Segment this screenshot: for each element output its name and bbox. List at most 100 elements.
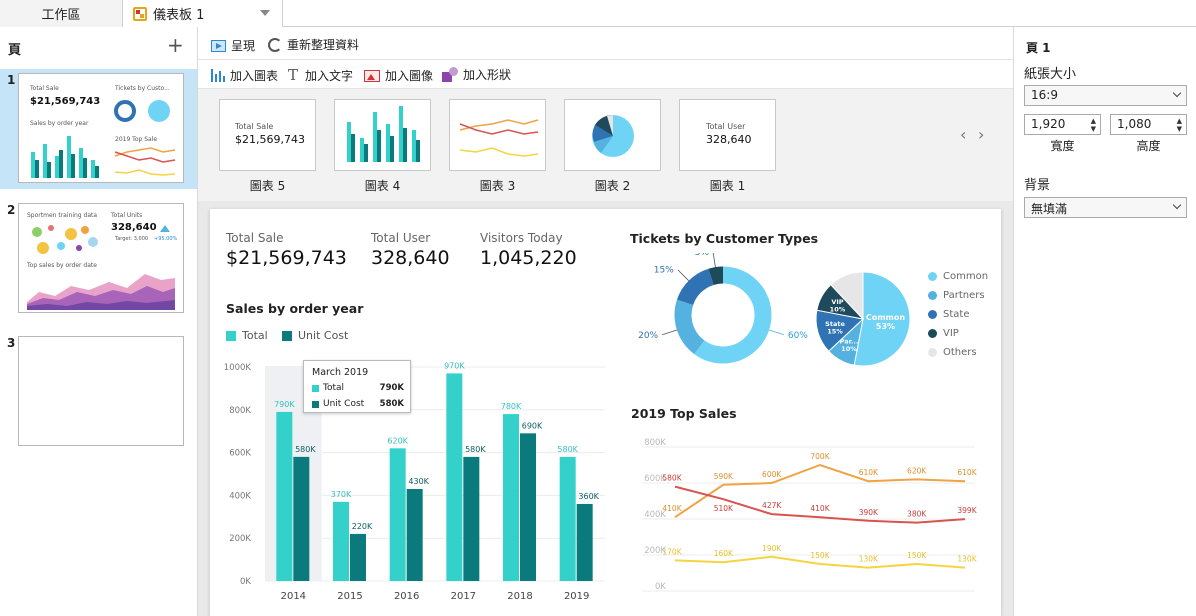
add-image-label: 加入圖像 [385, 69, 434, 83]
bar-total[interactable] [333, 501, 349, 581]
gallery-card-1[interactable]: Total User 328,640 [679, 99, 776, 171]
page-item-2[interactable]: 2 Sportmen training data Total Units 328… [0, 199, 197, 319]
width-label: 寬度 [1050, 139, 1075, 153]
add-page-button[interactable]: + [167, 33, 184, 57]
gallery-label-1: 圖表 1 [709, 179, 746, 193]
pie-slice[interactable] [853, 271, 911, 367]
donut-slice[interactable] [674, 266, 772, 364]
y-tick-label: 400K [229, 491, 251, 501]
donut-leader-line [662, 329, 677, 336]
shape-icon [442, 67, 458, 82]
donut-slice[interactable] [674, 266, 772, 364]
width-input[interactable]: 1,920 ▲ ▼ [1024, 114, 1101, 135]
bar-unit-cost[interactable] [406, 488, 423, 581]
legend-dot-others [928, 348, 937, 357]
bar-total[interactable] [503, 414, 519, 581]
y-tick-label: 1000K [224, 363, 252, 373]
kpi-total-user-label: Total User [371, 231, 431, 245]
add-shape-button[interactable]: 加入形狀 [442, 66, 511, 83]
bar-total[interactable] [389, 448, 406, 581]
bar-unit-cost[interactable] [350, 533, 366, 581]
line-series[interactable] [674, 485, 966, 524]
pie-legend-vip[interactable]: VIP [928, 328, 959, 339]
properties-title: 頁 1 [1026, 41, 1051, 55]
line-data-label: 620K [907, 466, 927, 475]
page-thumbnail-2[interactable]: Sportmen training data Total Units 328,6… [18, 203, 184, 313]
legend-label-others: Others [943, 347, 977, 358]
tab-workspace[interactable]: 工作區 [0, 0, 123, 27]
legend-dot-state [928, 310, 937, 319]
gallery-card-5[interactable]: Total Sale $21,569,743 [219, 99, 316, 171]
bar-data-label: 430K [408, 477, 429, 486]
gallery-card-2[interactable] [564, 99, 661, 171]
bar-data-label: 580K [557, 445, 578, 454]
add-chart-button[interactable]: 加入圖表 [211, 67, 278, 84]
pie-legend-partners[interactable]: Partners [928, 290, 985, 301]
bar-total[interactable] [276, 411, 293, 581]
stepper-arrows-icon[interactable]: ▲ ▼ [1090, 117, 1096, 133]
x-tick-label: 2016 [394, 591, 419, 602]
line-data-label: 150K [810, 551, 830, 560]
pie-legend-common[interactable]: Common [928, 271, 988, 282]
bar-data-label: 220K [352, 522, 373, 531]
add-image-button[interactable]: 加入圖像 [364, 67, 433, 84]
chevron-down-icon[interactable] [260, 10, 270, 16]
line-series[interactable] [674, 463, 966, 519]
legend-label-state: State [943, 309, 970, 320]
dashboard-canvas[interactable]: Total Sale $21,569,743 Total User 328,64… [210, 209, 1001, 616]
present-button[interactable]: 呈現 [211, 37, 255, 54]
line-data-label: 170K [662, 547, 682, 556]
donut-leader-line [712, 253, 716, 268]
line-data-label: 610K [859, 468, 879, 477]
gallery-prev-button[interactable]: ‹ [960, 125, 967, 144]
paper-size-select[interactable]: 16:9 [1024, 85, 1187, 106]
gallery-next-button[interactable]: › [978, 125, 985, 144]
add-chart-label: 加入圖表 [230, 69, 279, 83]
line-data-label: 590K [714, 472, 734, 481]
bar-legend-unit-cost[interactable]: Unit Cost [282, 329, 348, 342]
tab-dashboard[interactable]: 儀表板 1 [123, 0, 283, 27]
x-tick-label: 2017 [451, 591, 476, 602]
height-input[interactable]: 1,080 ▲ ▼ [1110, 114, 1187, 135]
line-data-label: 130K [957, 555, 977, 564]
bar-tooltip: March 2019 Total 790K Unit Cost 580K [303, 360, 411, 413]
gallery-kpi-value: $21,569,743 [235, 133, 305, 146]
page-item-1[interactable]: 1 Total Sale $21,569,743 Tickets by Cust… [0, 69, 197, 189]
stepper-arrows-icon[interactable]: ▲ ▼ [1176, 117, 1182, 133]
pie-legend-others[interactable]: Others [928, 347, 977, 358]
gallery-label-4: 圖表 4 [364, 179, 401, 193]
gallery-label-3: 圖表 3 [479, 179, 516, 193]
add-shape-label: 加入形狀 [463, 68, 512, 82]
gallery-bar-chart [347, 106, 420, 162]
pie-legend-state[interactable]: State [928, 309, 969, 320]
thumb-total-sale-value: $21,569,743 [30, 96, 101, 107]
background-label: 背景 [1024, 178, 1051, 193]
bar-unit-cost[interactable] [576, 503, 593, 581]
bar-total[interactable] [446, 373, 463, 581]
page-thumbnail-3[interactable] [18, 336, 184, 446]
line-series[interactable] [674, 555, 966, 569]
bar-unit-cost[interactable] [463, 456, 480, 581]
page-thumbnail-1[interactable]: Total Sale $21,569,743 Tickets by Custo.… [18, 73, 184, 183]
line-chart: 0K 200K 400K 600K 800K 410K 590K 600K 700K 610K 62… [642, 438, 978, 592]
bar-total[interactable] [559, 456, 576, 581]
add-text-button[interactable]: T 加入文字 [286, 66, 353, 84]
pie-slice[interactable] [830, 271, 864, 321]
y-tick-label: 0K [655, 582, 666, 592]
pie-slice-pct: 10% [841, 345, 857, 353]
bar-legend-total[interactable]: Total [226, 329, 268, 342]
gallery-pie-chart [592, 114, 634, 157]
refresh-button[interactable]: 重新整理資料 [268, 36, 359, 53]
gallery-card-3[interactable] [449, 99, 546, 171]
line-data-label: 700K [810, 452, 830, 461]
line-data-label: 390K [859, 508, 879, 517]
tooltip-row-value: 790K [379, 383, 404, 393]
gallery-card-4[interactable] [334, 99, 431, 171]
thumb-sales-label: Sales by order year [30, 120, 89, 127]
page-item-3[interactable]: 3 [0, 332, 197, 452]
bar-unit-cost[interactable] [293, 456, 310, 581]
bar-unit-cost[interactable] [520, 433, 536, 581]
background-select[interactable]: 無填滿 [1024, 197, 1187, 218]
y-tick-label: 0K [240, 577, 251, 587]
